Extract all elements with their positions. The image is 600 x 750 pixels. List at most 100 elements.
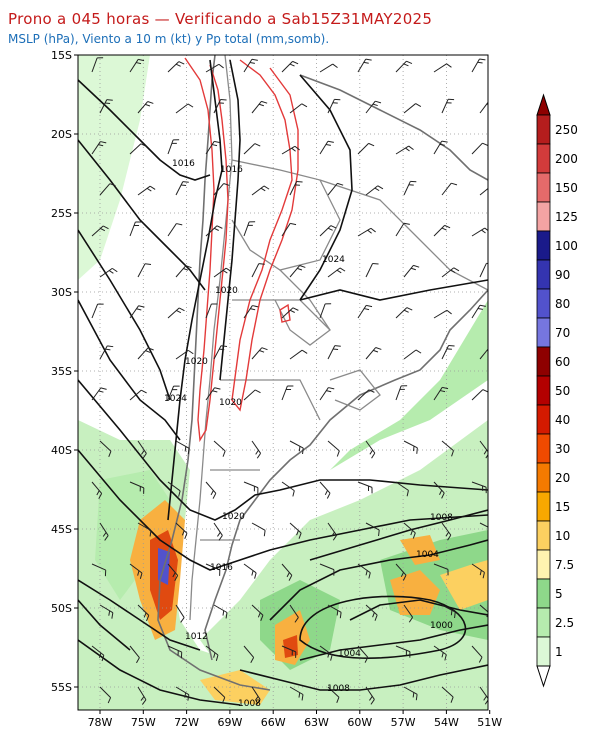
wind-barb	[129, 143, 147, 155]
colorbar-swatch	[536, 143, 551, 174]
isobar-1020-north	[78, 139, 206, 291]
wind-barb	[471, 645, 483, 663]
wind-barb	[289, 522, 302, 539]
wind-barb	[471, 481, 487, 494]
wind-barb	[99, 183, 116, 196]
wind-barb	[289, 103, 308, 114]
wind-barb	[129, 481, 145, 494]
wind-barb	[251, 347, 268, 360]
coast-atlantic	[299, 74, 488, 181]
wind-barb	[175, 181, 189, 196]
wind-barb	[175, 440, 190, 455]
wind-barb	[99, 267, 118, 278]
wind-barb	[433, 481, 445, 499]
wind-barb	[441, 686, 454, 703]
wind-barb	[289, 181, 303, 196]
wind-barb	[319, 387, 335, 401]
isobar-label: 1016	[210, 563, 233, 573]
wind-barb	[357, 227, 376, 237]
colorbar-swatch	[536, 259, 551, 290]
wind-barb	[213, 99, 227, 114]
wind-barb	[205, 481, 217, 499]
wind-barb	[205, 563, 221, 576]
wind-barb	[281, 145, 300, 155]
red-contour-andes-east	[231, 59, 299, 412]
wind-barb	[365, 686, 375, 705]
wind-barb	[91, 563, 107, 577]
wind-barb	[395, 645, 411, 658]
lon-tick-label: 63W	[304, 716, 329, 729]
lon-tick-label: 57W	[391, 716, 416, 729]
red-contour-cell	[279, 303, 291, 323]
wind-barb	[403, 349, 422, 360]
wind-barb	[441, 440, 454, 457]
colorbar-swatch	[536, 549, 551, 580]
colorbar-label: 40	[555, 413, 570, 427]
wind-barb	[403, 686, 418, 701]
wind-barb	[403, 264, 420, 278]
isobar-label: 1016	[220, 165, 243, 175]
wind-barb	[99, 522, 109, 541]
wind-barb	[251, 185, 270, 196]
colorbar-swatch	[536, 404, 551, 435]
wind-barb	[357, 304, 373, 319]
colorbar-label: 200	[555, 152, 578, 166]
wind-barb	[289, 265, 306, 278]
isobar-1004	[269, 539, 488, 621]
wind-barb	[441, 267, 460, 278]
colorbar-label: 250	[555, 123, 578, 137]
wind-barb	[205, 387, 221, 401]
wind-barb	[441, 98, 455, 114]
isobar-inland	[219, 59, 241, 381]
lat-tick-label: 40S	[51, 444, 72, 457]
precip-colorbar: 250 200 150 125 100 90 80 70 60 50 40 30 20 15 10 7.5 5 2…	[536, 93, 578, 688]
wind-barb	[289, 349, 308, 360]
wind-barb	[395, 222, 410, 237]
wind-barb	[129, 58, 145, 73]
colorbar-label: 90	[555, 268, 570, 282]
colorbar-label: 10	[555, 529, 570, 543]
coast-brazil-south	[204, 289, 488, 661]
wind-barbs	[91, 57, 488, 705]
wind-barb	[327, 182, 344, 196]
isobar-1008-sw	[78, 639, 241, 706]
isobar-label: 1016	[172, 159, 195, 169]
wind-barb	[205, 225, 223, 237]
wind-barb	[243, 143, 261, 155]
isobar-label: 1008	[327, 684, 350, 694]
colorbar-swatch	[536, 114, 551, 145]
wind-barb	[205, 140, 221, 155]
lon-tick-label: 60W	[347, 716, 372, 729]
precip-orange-atl-2	[390, 570, 440, 615]
precip-orange-atl-4	[400, 535, 440, 565]
colorbar-label: 30	[555, 442, 570, 456]
lon-tick-label: 75W	[131, 716, 156, 729]
wind-barb	[91, 57, 104, 73]
wind-barb	[167, 307, 185, 319]
wind-barb	[365, 604, 378, 621]
wind-barb	[327, 440, 340, 457]
wind-barb	[129, 645, 140, 664]
isobar-1000	[349, 599, 488, 621]
wind-barb	[137, 686, 147, 705]
isobar-1008-south	[239, 664, 488, 691]
wind-barb	[205, 63, 224, 73]
wind-barb	[395, 481, 409, 497]
wind-barb	[243, 481, 259, 494]
wind-barb	[357, 389, 375, 401]
wind-barb	[175, 265, 192, 278]
lat-tick-label: 30S	[51, 286, 72, 299]
wind-barb	[281, 60, 299, 73]
wind-barb	[365, 440, 376, 459]
wind-barb	[167, 645, 183, 659]
wind-barb	[243, 389, 261, 401]
isobar-1012	[78, 579, 201, 651]
lat-tick-label: 55S	[51, 681, 72, 694]
wind-barb	[91, 303, 104, 319]
wind-barb	[167, 481, 181, 497]
lon-tick-label: 78W	[88, 716, 113, 729]
wind-barb	[137, 263, 152, 278]
wind-barb	[91, 645, 105, 662]
isobar-1020-south	[78, 379, 488, 521]
wind-barb	[175, 349, 194, 360]
